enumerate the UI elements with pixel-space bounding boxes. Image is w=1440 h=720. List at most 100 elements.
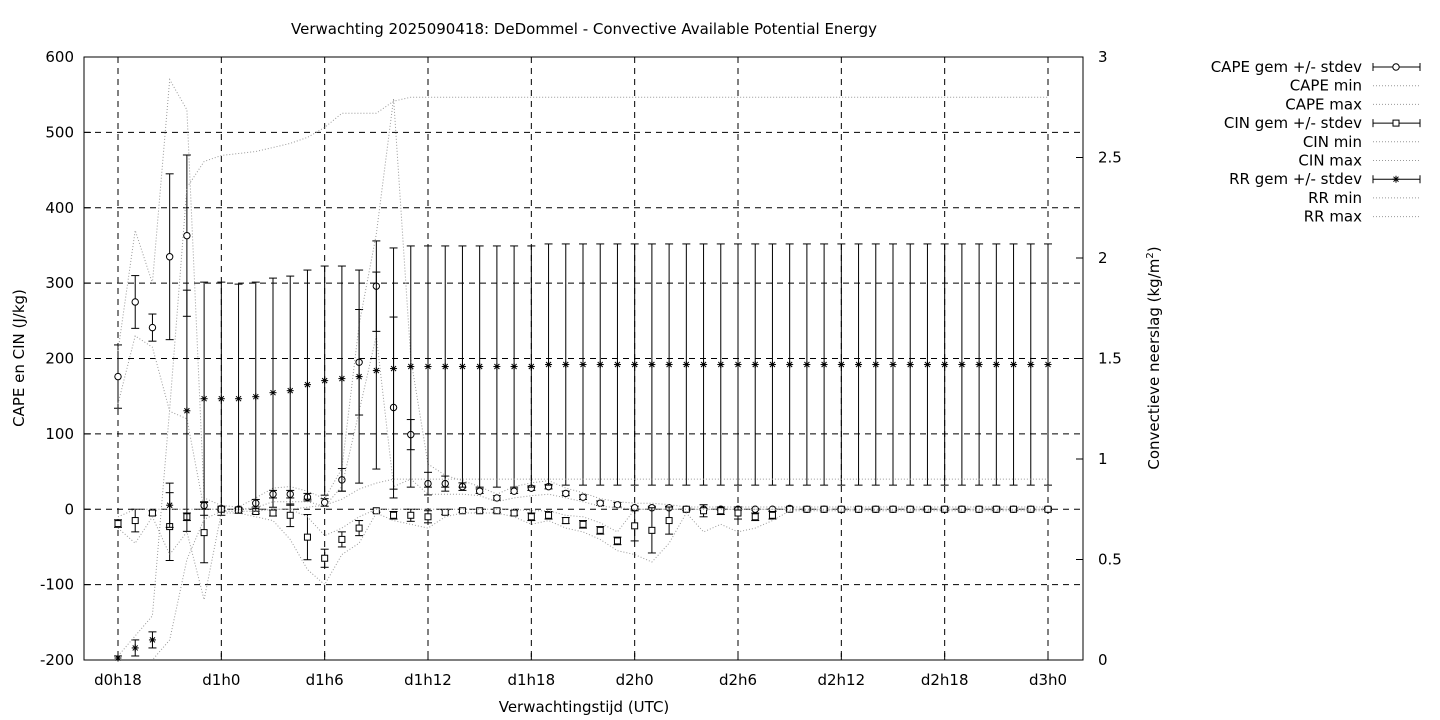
data-point — [631, 522, 639, 530]
legend-label: CAPE max — [1285, 95, 1362, 113]
data-point — [786, 505, 794, 513]
data-point — [321, 377, 329, 385]
data-point — [390, 511, 398, 519]
data-point — [855, 505, 863, 513]
y-tick-label: 100 — [45, 425, 74, 443]
data-point — [114, 520, 122, 528]
data-point — [355, 373, 363, 381]
legend-item: RR max — [1304, 208, 1420, 226]
legend-label: RR gem +/- stdev — [1229, 170, 1362, 188]
data-point — [458, 507, 466, 515]
data-point — [941, 361, 949, 369]
legend-item: CAPE max — [1285, 95, 1420, 113]
data-point — [424, 513, 432, 521]
legend-item: CIN max — [1298, 152, 1420, 170]
data-point — [148, 636, 156, 644]
data-point — [424, 363, 432, 371]
data-point — [631, 361, 639, 369]
x-tick-label: d2h12 — [817, 671, 865, 689]
series-rr-min — [118, 478, 1048, 661]
data-point — [717, 507, 725, 515]
data-point — [407, 511, 415, 519]
data-point — [596, 499, 604, 507]
y2-axis-label: Convectieve neerslag (kg/m2) — [1145, 246, 1163, 469]
data-point — [131, 644, 139, 652]
legend-marker — [1392, 119, 1400, 127]
data-point — [700, 507, 708, 515]
data-point — [768, 511, 776, 519]
data-point — [407, 363, 415, 371]
data-point — [166, 501, 174, 509]
data-point — [441, 363, 449, 371]
legend-label: RR max — [1304, 208, 1362, 226]
legend-item: RR gem +/- stdev — [1229, 170, 1421, 188]
data-point — [355, 524, 363, 532]
data-point — [579, 361, 587, 369]
data-point — [751, 505, 759, 513]
legend-label: CIN min — [1303, 133, 1362, 151]
series-line — [117, 335, 1048, 510]
data-point — [200, 529, 208, 537]
legend-item: CIN gem +/- stdev — [1224, 114, 1421, 132]
data-point — [562, 517, 570, 525]
data-point — [476, 507, 484, 515]
data-point — [613, 501, 622, 509]
data-point — [200, 395, 208, 403]
y-tick-label: 200 — [45, 350, 74, 368]
data-point — [458, 363, 466, 371]
data-point — [923, 505, 931, 513]
data-point — [992, 505, 1000, 513]
data-point — [1010, 361, 1018, 369]
data-point — [165, 253, 174, 261]
x-tick-label: d3h0 — [1029, 671, 1067, 689]
data-point — [613, 361, 621, 369]
x-tick-label: d2h6 — [719, 671, 757, 689]
data-point — [562, 361, 570, 369]
data-point — [338, 375, 346, 383]
data-point — [837, 361, 845, 369]
data-point — [303, 533, 311, 541]
data-point — [372, 507, 380, 515]
data-point — [992, 361, 1000, 369]
data-point — [303, 381, 311, 389]
data-point — [820, 505, 828, 513]
y2-tick-label: 2.5 — [1098, 149, 1122, 167]
legend-item: CIN min — [1303, 133, 1420, 151]
data-point — [665, 361, 673, 369]
data-point — [475, 487, 484, 495]
data-point — [183, 231, 191, 240]
data-point — [734, 509, 742, 517]
series-line — [118, 478, 1048, 661]
data-point — [338, 535, 346, 543]
data-point — [527, 363, 535, 371]
legend-item: CAPE gem +/- stdev — [1211, 58, 1421, 76]
data-point — [562, 489, 570, 498]
data-point — [527, 513, 535, 521]
data-point — [751, 361, 759, 369]
data-point — [872, 361, 880, 369]
data-point — [768, 361, 776, 369]
legend-item: RR min — [1308, 189, 1420, 207]
data-point — [665, 517, 673, 525]
data-point — [751, 513, 759, 521]
data-point — [975, 361, 983, 369]
data-point — [286, 511, 294, 519]
data-point — [252, 393, 260, 401]
data-point — [441, 508, 449, 516]
y-tick-label: 0 — [64, 500, 74, 518]
data-point — [855, 361, 863, 369]
data-point — [372, 367, 380, 375]
data-point — [613, 537, 621, 545]
legend-item: CAPE min — [1290, 77, 1420, 95]
data-point — [682, 361, 690, 369]
x-tick-label: d1h0 — [202, 671, 240, 689]
data-point — [476, 363, 484, 371]
y2-tick-label: 0.5 — [1098, 551, 1122, 569]
x-tick-label: d2h18 — [921, 671, 969, 689]
data-point — [131, 517, 139, 525]
y2-tick-label: 1.5 — [1098, 350, 1122, 368]
series-cin-gem-stdev — [114, 492, 1052, 568]
data-point — [390, 365, 398, 373]
plot-series — [114, 77, 1052, 662]
